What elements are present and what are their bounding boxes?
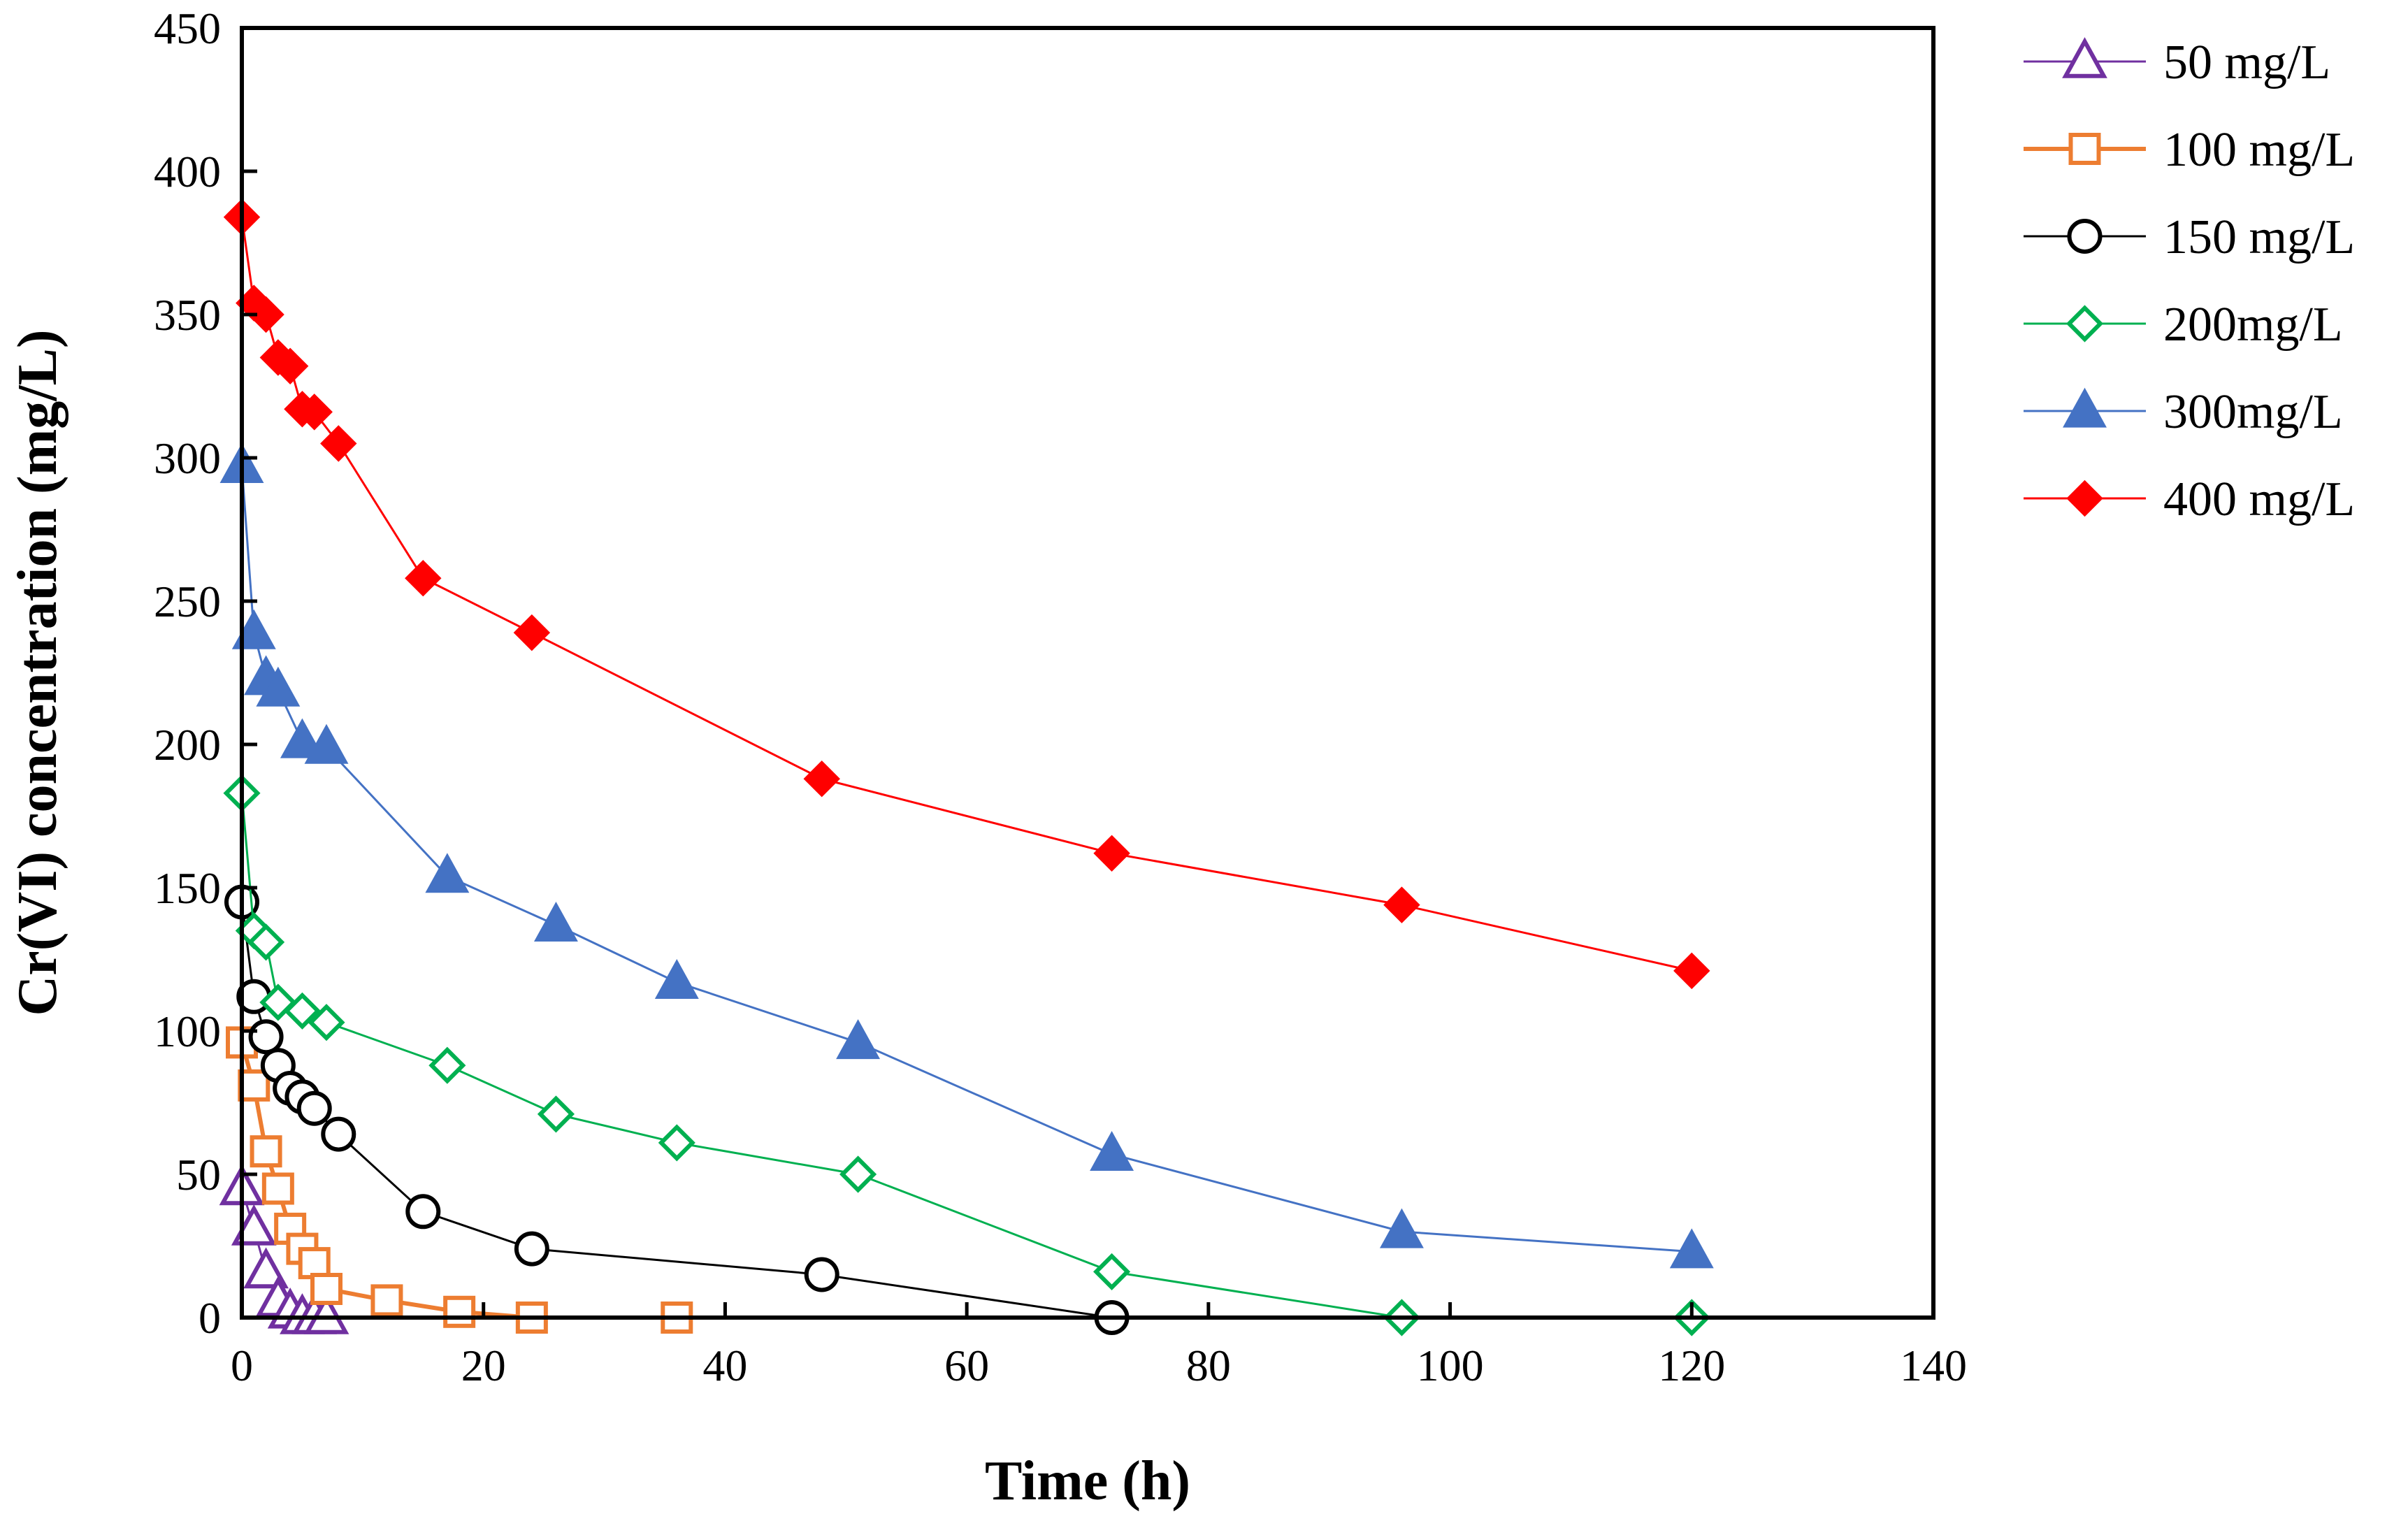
y-tick-label: 450 <box>154 3 221 53</box>
data-point <box>247 296 284 333</box>
series-2 <box>224 884 1130 1335</box>
x-tick-label: 20 <box>461 1341 506 1390</box>
data-point <box>280 718 324 758</box>
data-point <box>308 1004 345 1041</box>
legend-marker <box>2065 305 2104 343</box>
y-tick-label: 350 <box>154 290 221 340</box>
data-point <box>514 1231 549 1267</box>
data-point <box>248 1019 284 1055</box>
legend-marker <box>2062 37 2107 78</box>
x-tick-label: 120 <box>1658 1341 1725 1390</box>
data-point <box>238 1069 271 1102</box>
legend-item: 50 mg/L <box>2024 36 2330 89</box>
data-point <box>256 666 301 707</box>
series-4 <box>219 442 1714 1269</box>
data-point <box>1383 886 1420 923</box>
x-axis-title: Time (h) <box>985 1450 1190 1512</box>
y-tick-label: 250 <box>154 577 221 626</box>
x-tick-label: 40 <box>702 1341 747 1390</box>
legend-label: 400 mg/L <box>2163 473 2355 526</box>
data-point <box>1093 835 1130 872</box>
y-tick-label: 400 <box>154 147 221 196</box>
legend-label: 300mg/L <box>2163 385 2343 439</box>
data-point <box>405 1194 441 1230</box>
data-point <box>658 1124 695 1162</box>
data-point <box>283 992 321 1030</box>
data-point <box>250 1135 282 1168</box>
y-tick-label: 50 <box>176 1150 221 1199</box>
x-tick-labels: 0 20 40 60 80 100 120 140 <box>231 1341 1967 1390</box>
data-point <box>425 853 470 893</box>
axis-ticks <box>240 26 1935 1320</box>
legend-item: 100 mg/L <box>2024 123 2355 177</box>
data-point <box>533 901 578 942</box>
y-tick-label: 150 <box>154 863 221 913</box>
data-point <box>513 614 551 651</box>
data-point <box>803 760 840 798</box>
data-point <box>370 1284 403 1317</box>
data-point <box>321 1116 356 1152</box>
data-point <box>271 347 309 385</box>
data-point <box>537 1095 575 1133</box>
data-point <box>1090 1130 1134 1171</box>
legend-item: 150 mg/L <box>2024 210 2355 264</box>
plot-frame <box>240 26 1935 1320</box>
x-tick-label: 60 <box>944 1341 989 1390</box>
x-tick-label: 80 <box>1186 1341 1231 1390</box>
data-point <box>296 1090 332 1126</box>
data-point <box>310 1273 343 1305</box>
data-point <box>303 1293 349 1334</box>
data-point <box>304 723 349 764</box>
data-point <box>231 1204 277 1246</box>
legend-label: 200mg/L <box>2163 298 2343 352</box>
data-point <box>320 425 357 462</box>
y-axis-title: Cr(VI) concentration (mg/L) <box>7 330 69 1016</box>
legend-label: 50 mg/L <box>2163 36 2330 89</box>
data-point <box>428 1046 466 1084</box>
legend-marker <box>2066 480 2103 517</box>
data-point <box>654 958 699 999</box>
x-tick-label: 140 <box>1900 1341 1967 1390</box>
data-point <box>443 1295 476 1328</box>
legend-marker <box>2063 387 2107 428</box>
legend-marker <box>2068 133 2101 165</box>
data-point <box>836 1019 881 1060</box>
legend-label: 150 mg/L <box>2163 210 2355 264</box>
data-point <box>1673 952 1710 990</box>
data-point <box>1379 1208 1424 1248</box>
y-tick-label: 100 <box>154 1007 221 1056</box>
legend-item: 400 mg/L <box>2024 473 2355 526</box>
data-point <box>261 1172 294 1205</box>
data-point <box>1669 1228 1714 1269</box>
x-tick-label: 0 <box>231 1341 253 1390</box>
data-point <box>1093 1253 1131 1290</box>
series-5 <box>223 199 1710 990</box>
x-tick-label: 100 <box>1417 1341 1484 1390</box>
data-point <box>296 394 333 431</box>
legend-marker <box>2067 219 2103 254</box>
y-tick-label: 200 <box>154 720 221 770</box>
data-point <box>839 1155 877 1193</box>
legend-item: 300mg/L <box>2024 385 2343 439</box>
data-point <box>405 559 442 597</box>
y-tick-labels: 0 50 100 150 200 250 300 350 400 450 <box>154 3 221 1343</box>
data-point <box>247 923 285 961</box>
legend-item: 200mg/L <box>2024 298 2343 352</box>
data-point <box>804 1257 839 1292</box>
y-tick-label: 300 <box>154 433 221 483</box>
legend-label: 100 mg/L <box>2163 123 2355 177</box>
y-tick-label: 0 <box>199 1293 221 1343</box>
data-point <box>243 1247 289 1289</box>
legend: 50 mg/L 100 mg/L 150 mg/L 200mg/L 300mg/L 400… <box>2024 36 2355 526</box>
